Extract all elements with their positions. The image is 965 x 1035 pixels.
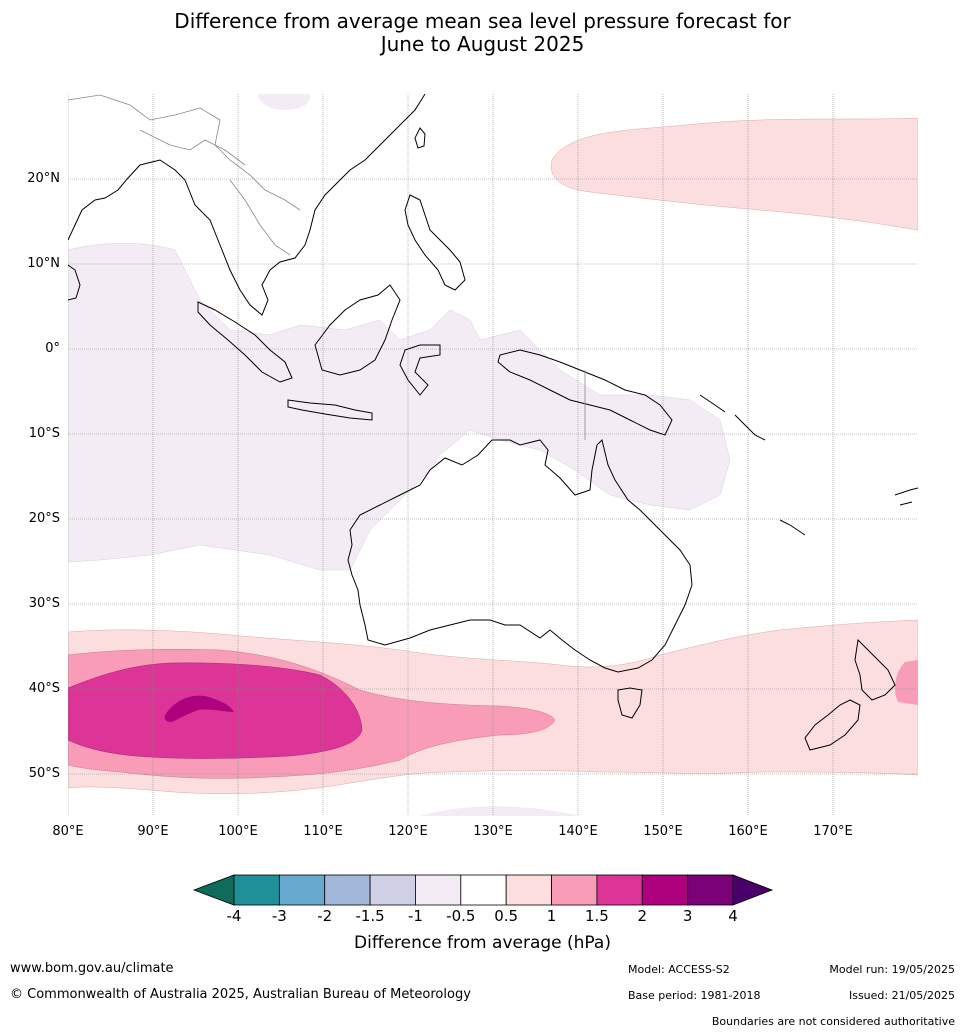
colorbar-tick-label: -1 [407, 907, 423, 925]
colorbar-swatch [233, 874, 280, 906]
borneo-coastline [314, 284, 401, 376]
country-borders [68, 94, 586, 440]
colorbar-tick-label: -2 [317, 907, 333, 925]
latitude-label: 20°N [27, 171, 60, 186]
sumatra-coastline [197, 301, 293, 383]
colorbar-title: Difference from average (hPa) [354, 933, 611, 953]
colorbar [192, 874, 774, 906]
colorbar-extend-low [192, 874, 235, 906]
colorbar-swatch [415, 874, 462, 906]
anomaly-region-magenta [68, 662, 363, 759]
footer-boundaries-note: Boundaries are not considered authoritat… [711, 1015, 955, 1028]
colorbar-tick-label: 3 [682, 907, 693, 925]
latitude-label: 10°S [28, 426, 60, 441]
footer-url[interactable]: www.bom.gov.au/climate [10, 961, 174, 976]
colorbar-tick-label: -4 [226, 907, 242, 925]
anomaly-region-pink-north-pacific [551, 117, 918, 231]
colorbar-swatch [324, 874, 371, 906]
mainland-asia-coastline [68, 94, 426, 316]
colorbar-swatch [551, 874, 598, 906]
latitude-label: 40°S [28, 681, 60, 696]
fiji-coastline [894, 487, 918, 506]
colorbar-tick-label: -3 [271, 907, 287, 925]
footer-base-period: Base period: 1981-2018 [628, 989, 761, 1002]
colorbar-tick-label: -1.5 [355, 907, 385, 925]
anomaly-region-light-purple [68, 242, 731, 571]
footer-model: Model: ACCESS-S2 [628, 963, 730, 976]
colorbar-tick-label: 0.5 [494, 907, 519, 925]
colorbar-tick-label: 2 [637, 907, 648, 925]
longitude-label: 140°E [558, 824, 598, 839]
latitude-label: 20°S [28, 511, 60, 526]
footer-copyright: © Commonwealth of Australia 2025, Austra… [10, 987, 471, 1002]
colorbar-swatch [596, 874, 643, 906]
latitude-label: 10°N [27, 256, 60, 271]
longitude-label: 80°E [52, 824, 84, 839]
anomaly-region-rose-east [894, 660, 918, 705]
graticule [68, 94, 918, 816]
new-guinea-coastline [497, 349, 673, 436]
longitude-label: 160°E [728, 824, 768, 839]
title-line-2: June to August 2025 [380, 32, 585, 56]
longitude-label: 120°E [388, 824, 428, 839]
india-coastline [68, 264, 81, 301]
longitude-label: 110°E [303, 824, 343, 839]
colorbar-tick-label: -0.5 [446, 907, 476, 925]
longitude-label: 170°E [813, 824, 853, 839]
solomon-islands-coastline [699, 394, 806, 536]
latitude-label: 0° [45, 341, 60, 356]
colorbar-swatch [687, 874, 734, 906]
tasmania-coastline [617, 687, 643, 719]
longitude-label: 150°E [643, 824, 683, 839]
taiwan-coastline [414, 127, 426, 149]
longitude-label: 130°E [473, 824, 513, 839]
colorbar-tick-label: 1 [546, 907, 557, 925]
colorbar-tick-label: 1.5 [584, 907, 609, 925]
colorbar-swatch [460, 874, 507, 906]
colorbar-swatch [505, 874, 552, 906]
colorbar-swatch [641, 874, 689, 906]
latitude-label: 50°S [28, 766, 60, 781]
anomaly-region-pink-south-lower [420, 806, 580, 816]
colorbar-tick-label: 4 [728, 907, 738, 925]
longitude-label: 90°E [137, 824, 169, 839]
colorbar-extend-high [732, 874, 774, 906]
colorbar-swatch [278, 874, 326, 906]
java-coastline [287, 399, 373, 421]
colorbar-swatch [369, 874, 416, 906]
philippines-coastline [404, 194, 466, 291]
title-line-1: Difference from average mean sea level p… [174, 9, 791, 33]
new-zealand-coastline [804, 638, 896, 751]
anomaly-region-light-purple-north [258, 94, 311, 110]
australia-coastline [347, 439, 693, 673]
footer-model-run: Model run: 19/05/2025 [829, 963, 955, 976]
latitude-label: 30°S [28, 596, 60, 611]
sulawesi-coastline [399, 344, 441, 396]
coastlines [68, 94, 918, 751]
footer-issued: Issued: 21/05/2025 [848, 989, 955, 1002]
anomaly-region-dark-magenta [164, 695, 234, 722]
longitude-label: 100°E [218, 824, 258, 839]
map-title: Difference from average mean sea level p… [0, 10, 965, 56]
